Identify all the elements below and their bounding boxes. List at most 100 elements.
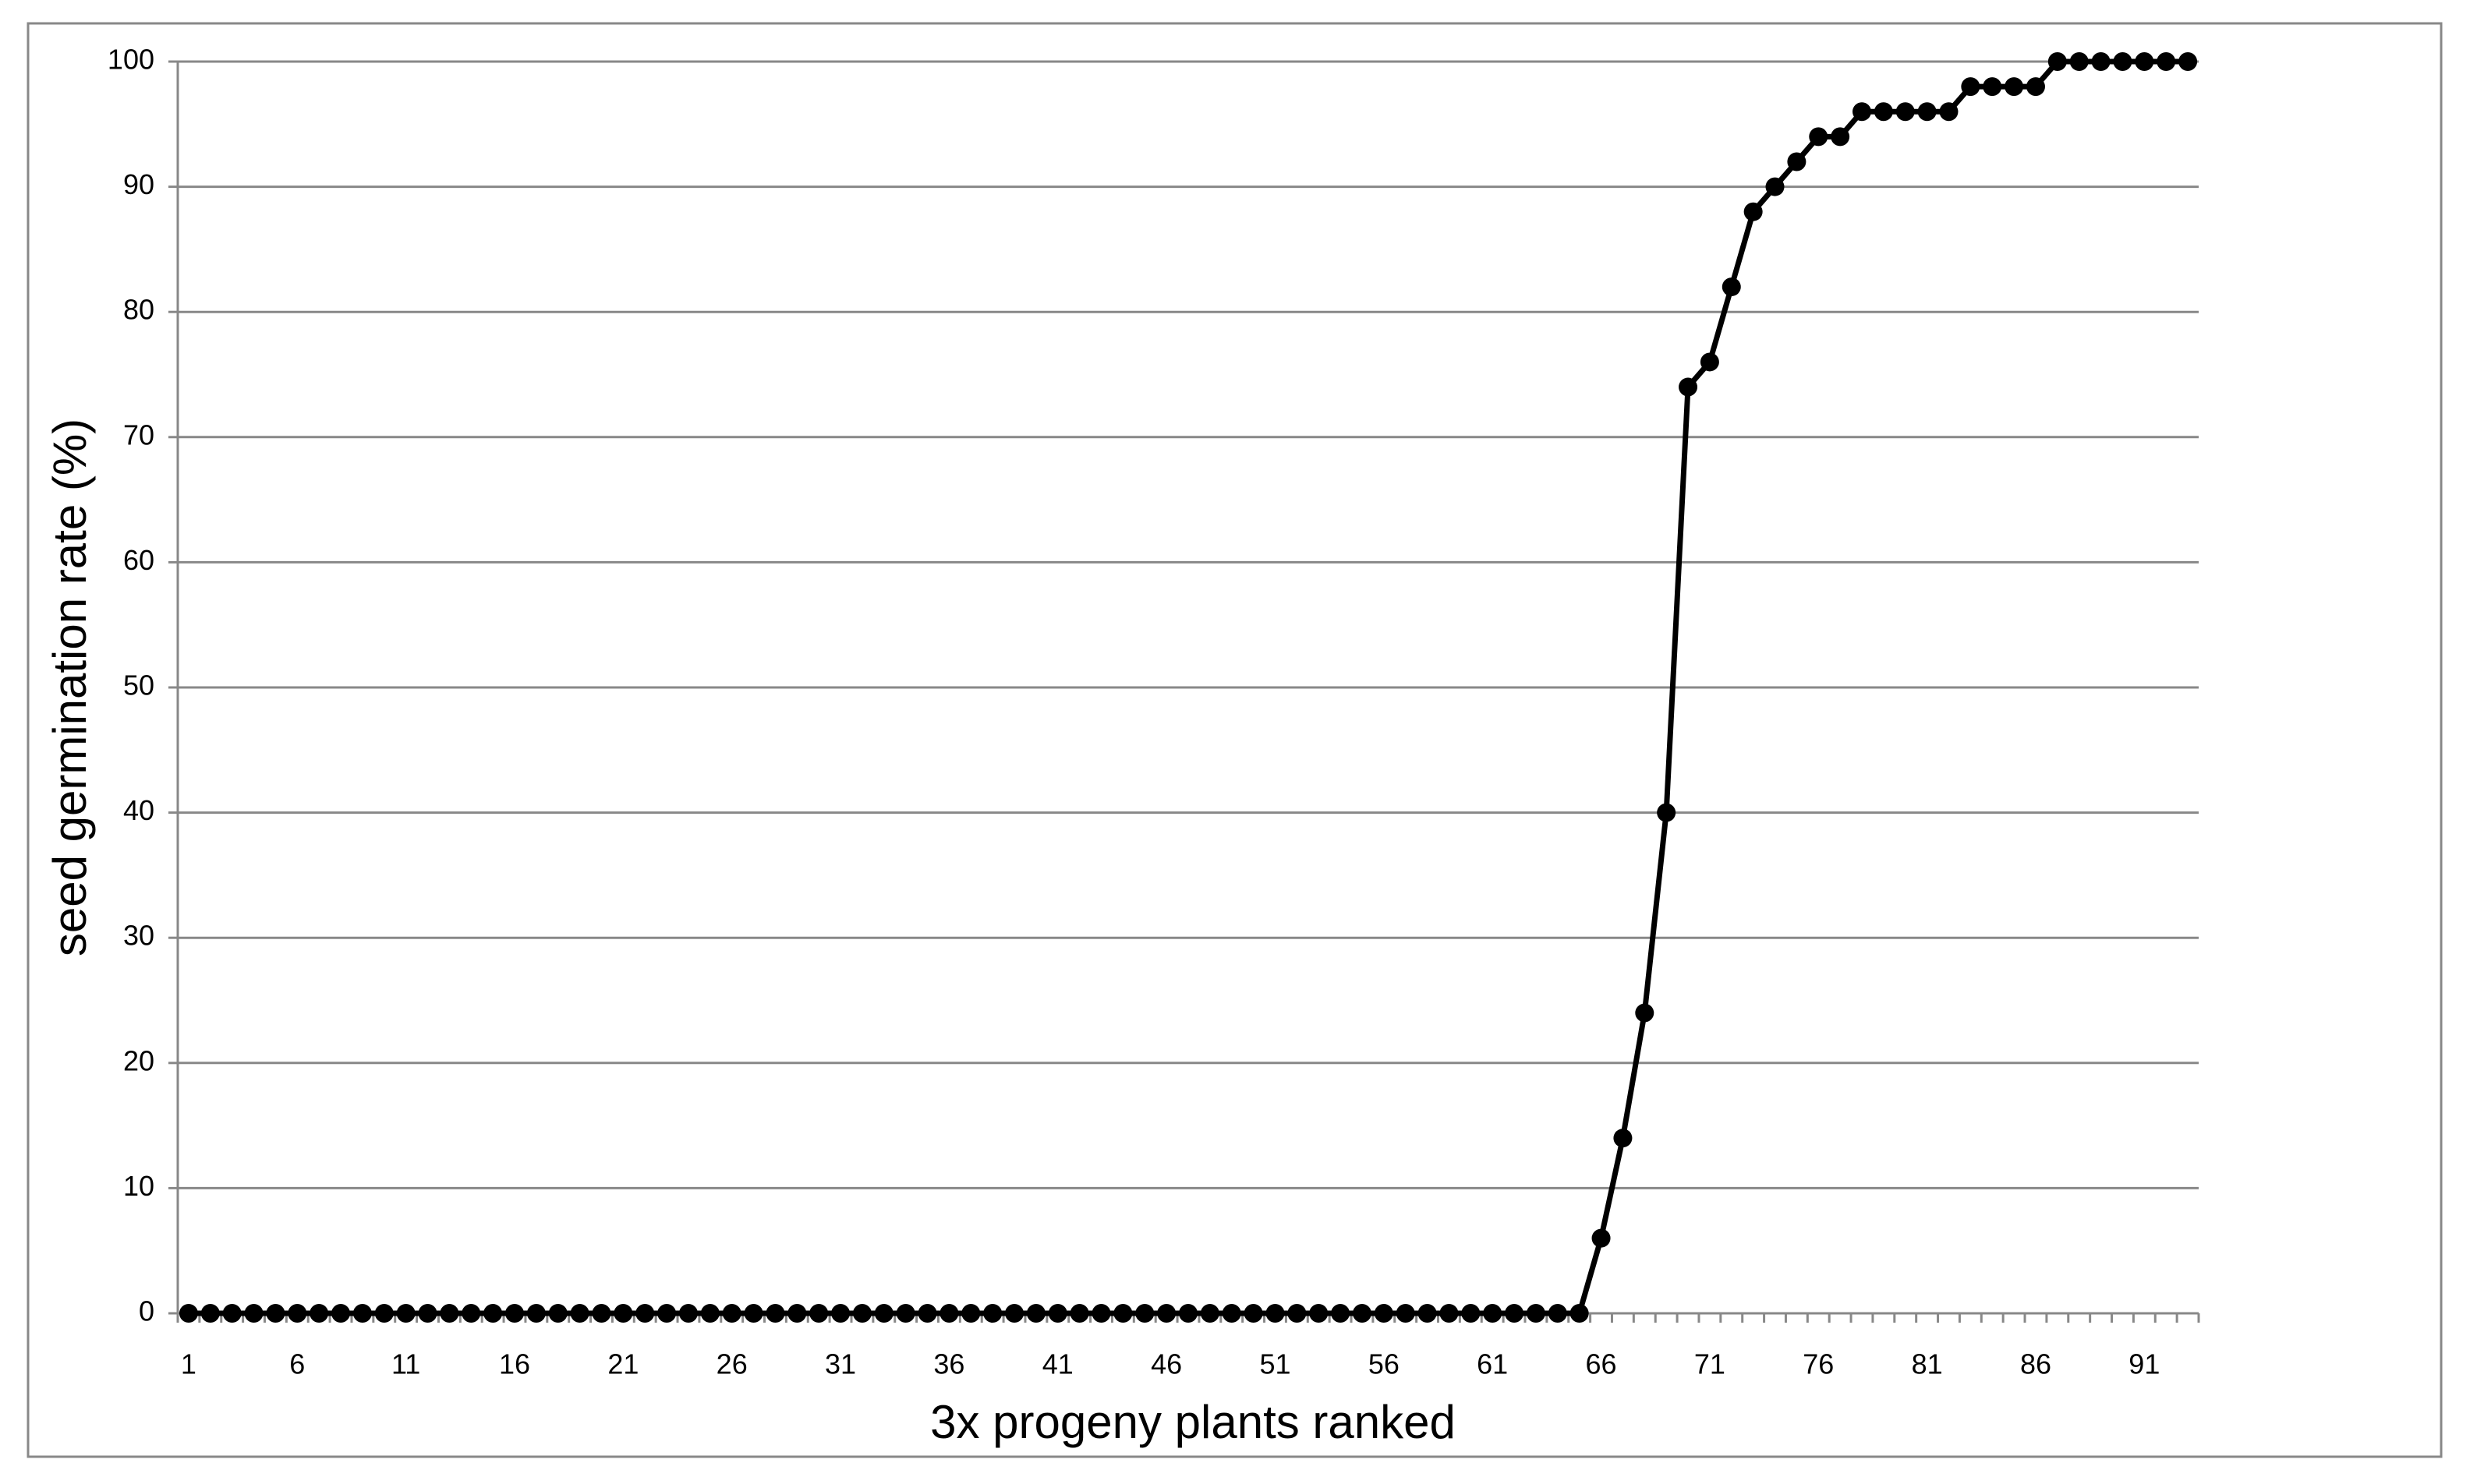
data-point — [374, 1304, 394, 1323]
data-point — [1374, 1304, 1393, 1323]
data-point — [1591, 1228, 1611, 1248]
data-point — [1222, 1304, 1241, 1323]
data-point — [1309, 1304, 1329, 1323]
data-point — [1113, 1304, 1133, 1323]
data-point — [310, 1304, 329, 1323]
data-point — [657, 1304, 677, 1323]
data-point — [1569, 1304, 1589, 1323]
data-point — [1505, 1304, 1524, 1323]
data-point — [2026, 77, 2045, 97]
data-point — [678, 1304, 698, 1323]
x-tick-label: 46 — [1151, 1348, 1182, 1380]
data-point — [1635, 1003, 1654, 1023]
y-axis-title: seed germination rate (%) — [44, 419, 96, 956]
data-point — [1743, 202, 1763, 221]
data-point — [1439, 1304, 1459, 1323]
data-point — [1679, 377, 1698, 397]
data-point — [2069, 52, 2089, 71]
data-point — [2113, 52, 2132, 71]
data-point — [918, 1304, 937, 1323]
x-tick-label: 6 — [289, 1348, 305, 1380]
x-tick-label: 66 — [1586, 1348, 1617, 1380]
y-tick-label: 10 — [123, 1170, 154, 1202]
data-point — [200, 1304, 220, 1323]
x-tick-label: 31 — [825, 1348, 856, 1380]
data-point — [614, 1304, 633, 1323]
data-point — [1287, 1304, 1307, 1323]
x-tick-label: 86 — [2020, 1348, 2051, 1380]
data-point — [592, 1304, 611, 1323]
data-point — [179, 1304, 198, 1323]
data-point — [635, 1304, 655, 1323]
x-tick-label: 51 — [1259, 1348, 1290, 1380]
x-tick-label: 1 — [181, 1348, 196, 1380]
y-tick-label: 70 — [123, 419, 154, 450]
x-tick-label: 61 — [1477, 1348, 1508, 1380]
data-point — [266, 1304, 285, 1323]
data-point — [288, 1304, 307, 1323]
data-point — [222, 1304, 242, 1323]
x-tick-label: 21 — [607, 1348, 639, 1380]
data-point — [1048, 1304, 1067, 1323]
data-point — [700, 1304, 720, 1323]
data-point — [831, 1304, 851, 1323]
x-tick-label: 81 — [1912, 1348, 1943, 1380]
x-tick-label: 91 — [2129, 1348, 2160, 1380]
data-point — [2047, 52, 2067, 71]
y-tick-label: 100 — [108, 44, 154, 76]
data-point — [2005, 77, 2024, 97]
x-tick-label: 26 — [717, 1348, 748, 1380]
data-point — [1070, 1304, 1089, 1323]
data-point — [1787, 152, 1806, 171]
data-point — [1700, 352, 1719, 372]
data-point — [1157, 1304, 1177, 1323]
data-point — [1461, 1304, 1481, 1323]
data-point — [2135, 52, 2154, 71]
data-point — [722, 1304, 741, 1323]
data-point — [766, 1304, 785, 1323]
data-point — [1939, 102, 1959, 122]
data-point — [961, 1304, 981, 1323]
data-point — [352, 1304, 372, 1323]
data-point — [1396, 1304, 1415, 1323]
data-point — [2091, 52, 2111, 71]
data-point — [1852, 102, 1871, 122]
y-tick-label: 0 — [139, 1295, 154, 1327]
x-tick-label: 76 — [1803, 1348, 1834, 1380]
data-point — [874, 1304, 894, 1323]
data-point — [1026, 1304, 1046, 1323]
y-tick-label: 40 — [123, 794, 154, 826]
data-point — [526, 1304, 546, 1323]
data-point — [744, 1304, 763, 1323]
data-point — [1917, 102, 1937, 122]
data-point — [1135, 1304, 1155, 1323]
data-point — [1526, 1304, 1545, 1323]
data-point — [440, 1304, 459, 1323]
x-axis-title: 3x progeny plants ranked — [930, 1396, 1456, 1448]
data-point — [1352, 1304, 1371, 1323]
y-tick-label: 80 — [123, 294, 154, 326]
x-tick-label: 56 — [1368, 1348, 1400, 1380]
data-point — [483, 1304, 503, 1323]
data-point — [896, 1304, 915, 1323]
chart-border — [27, 22, 2443, 1458]
data-point — [1895, 102, 1915, 122]
data-point — [331, 1304, 351, 1323]
data-point — [1809, 127, 1828, 147]
data-point — [1613, 1129, 1633, 1148]
data-point — [1331, 1304, 1350, 1323]
data-point — [1874, 102, 1893, 122]
data-point — [1983, 77, 2002, 97]
y-tick-label: 20 — [123, 1044, 154, 1076]
y-tick-label: 30 — [123, 920, 154, 952]
data-point — [940, 1304, 959, 1323]
y-tick-label: 90 — [123, 168, 154, 200]
data-point — [983, 1304, 1003, 1323]
data-point — [852, 1304, 872, 1323]
x-tick-label: 16 — [499, 1348, 530, 1380]
data-point — [1961, 77, 1980, 97]
data-point — [462, 1304, 481, 1323]
data-point — [505, 1304, 524, 1323]
data-point — [1244, 1304, 1263, 1323]
